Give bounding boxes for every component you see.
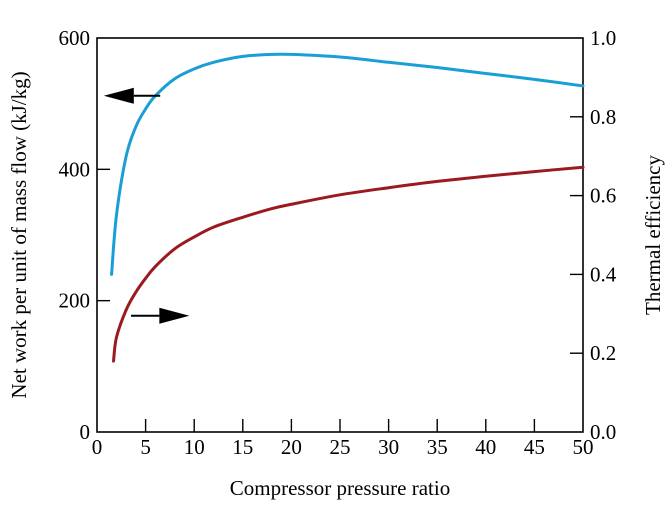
y2-tick-label: 0.8 <box>590 105 616 129</box>
x-tick-label: 10 <box>184 435 205 459</box>
x-tick-label: 20 <box>281 435 302 459</box>
y2-axis-title: Thermal efficiency <box>641 155 665 315</box>
net-work-curve <box>110 52 585 276</box>
x-tick-label: 30 <box>378 435 399 459</box>
y-axis-title: Net work per unit of mass flow (kJ/kg) <box>7 71 31 398</box>
x-tick-label: 5 <box>140 435 151 459</box>
y2-tick-label: 0.0 <box>590 420 616 444</box>
y-tick-label: 0 <box>80 420 91 444</box>
efficiency-curve <box>112 165 585 363</box>
x-tick-label: 25 <box>330 435 351 459</box>
series-layer <box>110 52 585 363</box>
arrow-right-icon <box>131 307 190 324</box>
plot-frame <box>96 37 584 433</box>
x-tick-label: 45 <box>524 435 545 459</box>
y2-tick-label: 0.2 <box>590 341 616 365</box>
y-tick-label: 400 <box>59 157 91 181</box>
x-tick-label: 15 <box>232 435 253 459</box>
x-tick-label: 35 <box>427 435 448 459</box>
y2-tick-label: 0.6 <box>590 184 616 208</box>
x-tick-label: 40 <box>475 435 496 459</box>
y2-tick-label: 0.4 <box>590 262 617 286</box>
y-tick-label: 200 <box>59 289 91 313</box>
tick-labels: 0 5 10 15 20 25 30 35 40 45 50 0 200 400 600 0.0 0.2 0.4 0… <box>59 26 617 459</box>
ticks <box>97 116 583 432</box>
x-tick-label: 50 <box>573 435 594 459</box>
arrow-left-icon <box>103 87 161 104</box>
annotation-layer <box>103 87 190 324</box>
x-tick-label: 0 <box>92 435 103 459</box>
x-axis-title: Compressor pressure ratio <box>230 476 450 500</box>
y2-tick-label: 1.0 <box>590 26 616 50</box>
y-tick-label: 600 <box>59 26 91 50</box>
